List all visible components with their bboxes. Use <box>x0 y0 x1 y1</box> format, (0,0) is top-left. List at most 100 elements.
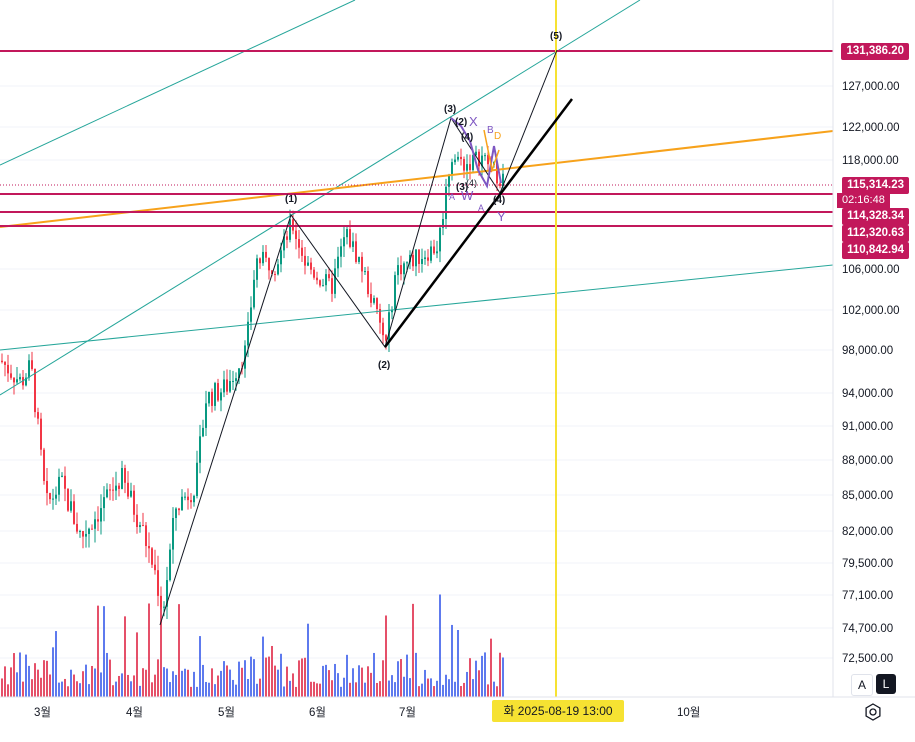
candle-body <box>130 490 132 497</box>
candle-body <box>67 488 69 511</box>
volume-bar <box>391 675 393 697</box>
candle-body <box>289 219 291 240</box>
volume-bar <box>331 680 333 697</box>
candle-body <box>178 508 180 511</box>
volume-bar <box>301 658 303 697</box>
candle-body <box>160 595 162 608</box>
candle-body <box>10 373 12 378</box>
wave-d-label: D <box>494 131 501 142</box>
candle-body <box>277 264 279 275</box>
volume-bar <box>457 630 459 697</box>
candle-body <box>424 257 426 259</box>
teal-channel-upper[interactable] <box>0 0 356 166</box>
candle-body <box>385 335 387 341</box>
wave-w-label: W <box>461 188 474 203</box>
volume-bar <box>211 668 213 697</box>
volume-bar <box>379 681 381 697</box>
candle-body <box>70 501 72 511</box>
volume-bar <box>187 669 189 697</box>
volume-bar <box>346 654 348 697</box>
volume-bar <box>52 647 54 697</box>
candle-body <box>103 497 105 509</box>
volume-bar <box>502 657 504 697</box>
volume-bar <box>73 674 75 697</box>
candle-body <box>325 274 327 286</box>
volume-bar <box>472 679 474 697</box>
volume-bar <box>394 682 396 697</box>
sub-wave-path[interactable] <box>450 117 502 189</box>
volume-bar <box>334 663 336 697</box>
candle-body <box>142 525 144 527</box>
candle-body <box>157 570 159 596</box>
gear-icon[interactable] <box>864 703 882 721</box>
volume-bar <box>166 668 168 697</box>
teal-channel-lower[interactable] <box>0 264 834 351</box>
candle-body <box>235 378 237 381</box>
volume-bar <box>280 653 282 697</box>
candle-body <box>268 257 270 271</box>
time-tick-label: 5월 <box>218 706 235 719</box>
volume-bar <box>160 601 162 697</box>
elliott-wave-path[interactable] <box>159 49 558 626</box>
volume-bar <box>337 673 339 697</box>
volume-bar <box>493 681 495 697</box>
volume-bar <box>139 685 141 697</box>
wave-y-label: Y <box>497 209 506 224</box>
teal-channel-middle[interactable] <box>0 0 641 396</box>
wave-a2-label: A <box>478 203 484 213</box>
log-scale-button[interactable]: L <box>876 674 896 694</box>
candle-body <box>139 525 141 528</box>
candle-body <box>13 377 15 383</box>
volume-bar <box>1 678 3 697</box>
volume-bar <box>325 664 327 697</box>
candle-body <box>61 475 63 477</box>
candle-body <box>361 256 363 272</box>
candle-body <box>418 249 420 264</box>
price-tick-label: 88,000.00 <box>842 455 893 467</box>
auto-scale-button[interactable]: A <box>851 674 873 696</box>
volume-bar <box>322 665 324 697</box>
time-tick-label: 4월 <box>126 706 143 719</box>
time-axis[interactable]: 3월 4월 5월 6월 7월 10월 <box>34 706 700 719</box>
wave-x-label: X <box>469 114 478 129</box>
volume-bar <box>163 667 165 697</box>
volume-bar <box>232 679 234 697</box>
volume-bar <box>49 674 51 697</box>
volume-bar <box>292 673 294 697</box>
candle-body <box>73 501 75 524</box>
volume-bar <box>481 655 483 697</box>
price-tick-label: 74,700.00 <box>842 623 893 635</box>
volume-bar <box>451 624 453 697</box>
candle-body <box>223 379 225 393</box>
volume-bar <box>148 603 150 697</box>
volume-bar <box>109 659 111 697</box>
volume-bar <box>469 658 471 697</box>
price-tick-label: 72,500.00 <box>842 653 893 665</box>
candle-body <box>313 269 315 278</box>
candle-body <box>244 345 246 369</box>
volume-bar <box>499 652 501 697</box>
candle-body <box>349 229 351 247</box>
volume-bar <box>328 670 330 697</box>
candle-body <box>40 418 42 450</box>
wave-a-label: A <box>449 192 455 202</box>
black-trendline[interactable] <box>384 98 573 348</box>
volume-bar <box>400 659 402 697</box>
candle-body <box>340 246 342 257</box>
candle-body <box>190 500 192 503</box>
candle-body <box>484 155 486 157</box>
time-tick-label: 10월 <box>677 706 700 719</box>
time-tick-label: 6월 <box>309 706 326 719</box>
candle-body <box>226 379 228 392</box>
candle-body <box>346 229 348 238</box>
price-axis[interactable]: 127,000.00 122,000.00 118,000.00 106,000.00… <box>842 81 900 665</box>
volume-bar <box>169 682 171 697</box>
volume-bar <box>418 686 420 697</box>
volume-bar <box>118 675 120 697</box>
volume-bar <box>220 670 222 697</box>
candle-body <box>397 265 399 276</box>
volume-bar <box>37 669 39 697</box>
volume-bar <box>151 682 153 697</box>
